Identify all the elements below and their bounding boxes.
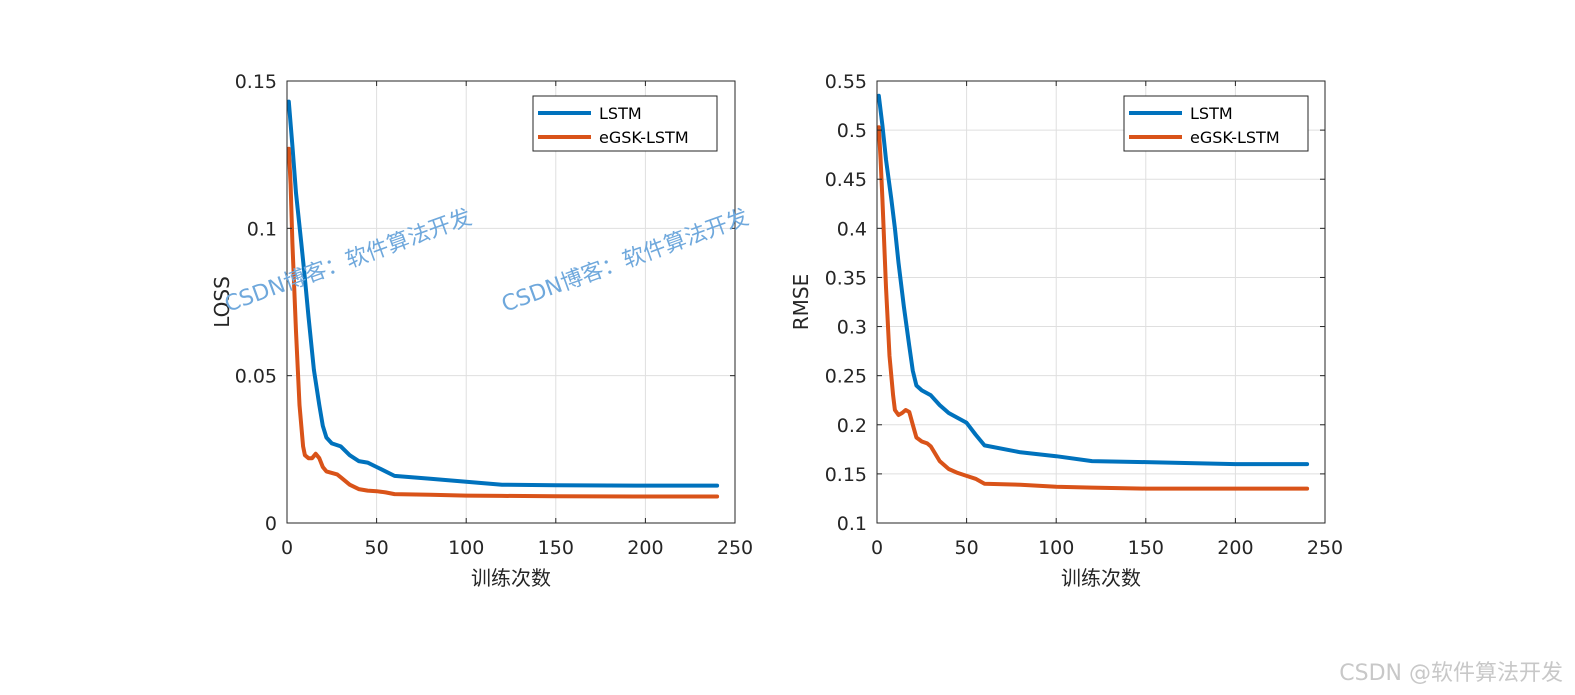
y-tick-label: 0.1 — [837, 513, 867, 535]
plot-area — [287, 81, 735, 523]
series-line-lstm — [876, 93, 1310, 467]
y-tick-label: 0.2 — [837, 415, 867, 437]
y-tick-label: 0.35 — [825, 267, 867, 289]
y-axis-label: LOSS — [210, 276, 234, 328]
x-tick-label: 0 — [281, 537, 293, 559]
x-tick-label: 100 — [448, 537, 484, 559]
plot-area — [877, 81, 1325, 523]
x-tick-label: 150 — [1128, 537, 1164, 559]
y-tick-label: 0.05 — [235, 366, 277, 388]
x-tick-label: 250 — [717, 537, 753, 559]
x-tick-label: 50 — [365, 537, 389, 559]
y-tick-label: 0.55 — [825, 71, 867, 93]
legend-label-egsk-lstm: eGSK-LSTM — [1190, 128, 1280, 147]
series-line-egsk-lstm — [876, 125, 1310, 491]
legend-label-egsk-lstm: eGSK-LSTM — [599, 128, 689, 147]
x-tick-label: 100 — [1038, 537, 1074, 559]
x-tick-label: 200 — [627, 537, 663, 559]
x-tick-label: 250 — [1307, 537, 1343, 559]
x-tick-label: 50 — [955, 537, 979, 559]
x-tick-label: 0 — [871, 537, 883, 559]
y-tick-label: 0.4 — [837, 218, 867, 240]
y-tick-label: 0.3 — [837, 317, 867, 339]
loss-chart: 0 50 100 150 200 250 0 0.05 0.1 0.15 训练次数 LOSS LSTM e… — [210, 71, 753, 590]
x-axis-label: 训练次数 — [1061, 566, 1141, 590]
series-line-lstm — [286, 99, 720, 488]
x-tick-label: 200 — [1217, 537, 1253, 559]
x-axis-label: 训练次数 — [471, 566, 551, 590]
y-tick-label: 0.45 — [825, 169, 867, 191]
rmse-chart: 0 50 100 150 200 250 0.1 0.15 0.2 0.25 0.3 0.35 0.4 0… — [789, 71, 1343, 590]
footer-watermark: CSDN @软件算法开发 — [1339, 661, 1563, 686]
y-tick-label: 0 — [265, 513, 277, 535]
series-line-egsk-lstm — [286, 146, 720, 499]
axes-box — [286, 80, 736, 524]
y-tick-label: 0.1 — [247, 218, 277, 240]
y-axis-label: RMSE — [789, 274, 813, 330]
legend-label-lstm: LSTM — [1190, 104, 1233, 123]
y-tick-label: 0.25 — [825, 366, 867, 388]
y-tick-label: 0.15 — [825, 464, 867, 486]
y-tick-label: 0.5 — [837, 120, 867, 142]
y-tick-label: 0.15 — [235, 71, 277, 93]
legend-box — [532, 95, 718, 152]
axes-box — [876, 80, 1326, 524]
legend-label-lstm: LSTM — [599, 104, 642, 123]
x-tick-label: 150 — [538, 537, 574, 559]
legend-box — [1123, 95, 1309, 152]
